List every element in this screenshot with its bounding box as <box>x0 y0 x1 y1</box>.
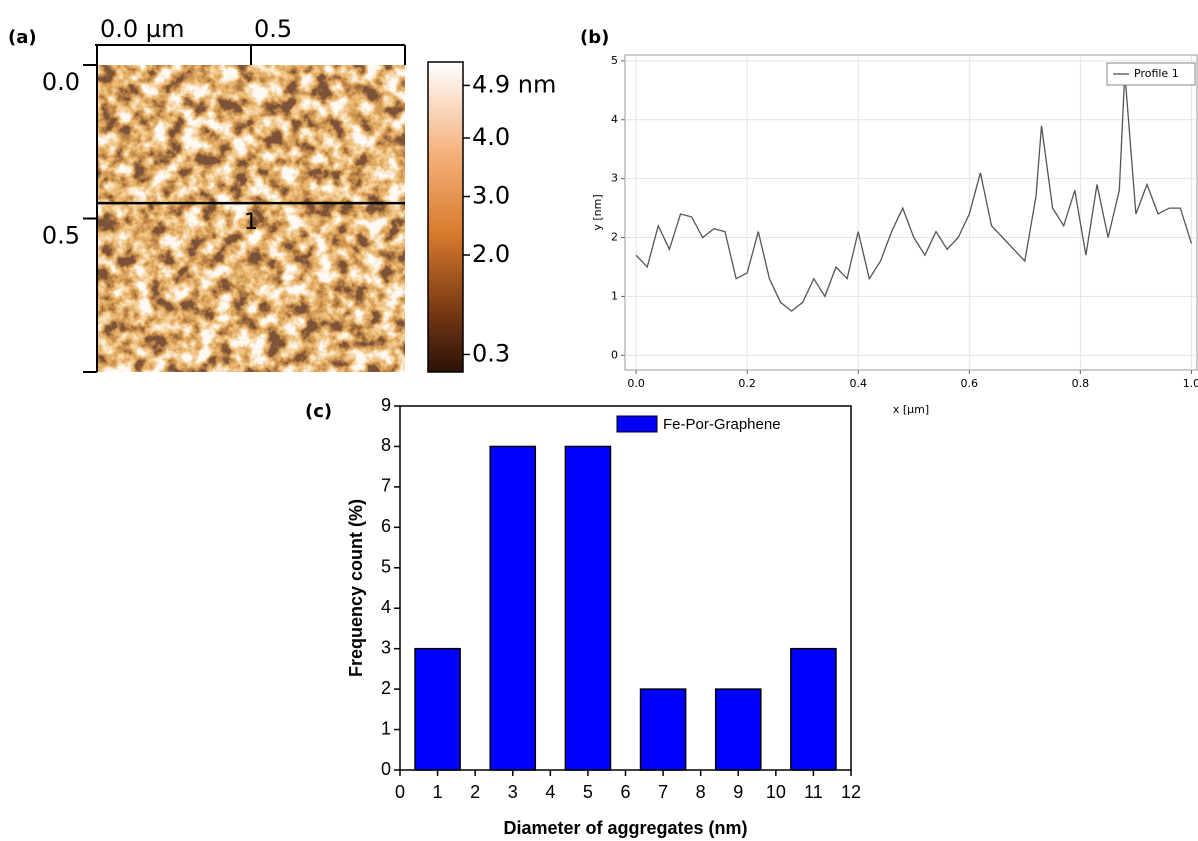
x-tick-label: 0.0 µm <box>100 15 184 43</box>
x-tick-label: 0.0 <box>627 377 645 390</box>
panel-label: (a) <box>8 27 37 48</box>
x-tick-label: 12 <box>841 782 861 802</box>
bar <box>414 647 461 771</box>
x-tick-label: 0.6 <box>961 377 979 390</box>
y-tick-label: 7 <box>381 476 391 496</box>
y-tick-label: 2 <box>611 231 618 244</box>
bar <box>790 647 837 771</box>
bar <box>489 445 537 771</box>
x-tick-label: 5 <box>583 782 593 802</box>
y-tick-label: 2 <box>381 678 391 698</box>
x-tick-label: 10 <box>766 782 786 802</box>
colorbar-tick-label: 3.0 <box>472 182 510 210</box>
y-tick-label: 5 <box>381 557 391 577</box>
colorbar-tick-label: 4.0 <box>472 123 510 151</box>
x-tick-label: 0.2 <box>738 377 756 390</box>
plot-frame <box>399 405 852 771</box>
x-tick-label: 1 <box>433 782 443 802</box>
x-tick-label: 0.5 <box>254 15 292 43</box>
colorbar-tick-label: 2.0 <box>472 240 510 268</box>
y-tick-label: 1 <box>611 289 618 302</box>
y-tick-label: 4 <box>611 113 618 126</box>
x-tick-label: 9 <box>733 782 743 802</box>
afm-image <box>97 65 405 372</box>
x-tick-label: 0.8 <box>1072 377 1090 390</box>
profile-label: 1 <box>244 210 258 235</box>
x-axis-label: Diameter of aggregates (nm) <box>503 818 747 838</box>
panel-label: (b) <box>580 27 609 48</box>
colorbar <box>427 61 464 373</box>
y-tick-label: 3 <box>611 172 618 185</box>
y-axis-label: Frequency count (%) <box>346 499 366 677</box>
y-tick-label: 3 <box>381 637 391 657</box>
legend-swatch <box>616 415 658 433</box>
y-tick-label: 1 <box>381 718 391 738</box>
x-tick-label: 11 <box>804 782 823 802</box>
x-tick-label: 1.0 <box>1183 377 1198 390</box>
y-tick-label: 5 <box>611 54 618 67</box>
legend-label: Profile 1 <box>1134 67 1179 80</box>
x-tick-label: 8 <box>696 782 706 802</box>
x-tick-label: 0.4 <box>849 377 867 390</box>
colorbar-tick-label: 0.3 <box>472 339 510 367</box>
bar <box>639 688 687 771</box>
y-tick-label: 0 <box>381 759 391 779</box>
y-tick-label: 0.5 <box>42 222 80 250</box>
y-tick-label: 0 <box>611 348 618 361</box>
x-tick-label: 4 <box>545 782 555 802</box>
bar <box>714 688 762 771</box>
y-tick-label: 0.0 <box>42 68 80 96</box>
profile-line <box>635 72 1193 312</box>
bar <box>564 445 612 771</box>
y-axis-label: y [nm] <box>591 194 604 230</box>
panel-label: (c) <box>305 401 332 422</box>
legend-label: Fe-Por-Graphene <box>663 416 781 433</box>
legend-box <box>1106 62 1196 86</box>
y-tick-label: 9 <box>381 395 391 415</box>
y-tick-label: 8 <box>381 435 391 455</box>
y-tick-label: 6 <box>381 516 391 536</box>
y-tick-label: 4 <box>381 597 391 617</box>
x-tick-label: 6 <box>620 782 630 802</box>
x-axis-label: x [µm] <box>893 403 929 416</box>
colorbar-tick-label: 4.9 nm <box>472 70 556 98</box>
x-tick-label: 2 <box>470 782 480 802</box>
plot-frame <box>624 54 1198 371</box>
x-tick-label: 0 <box>395 782 405 802</box>
x-tick-label: 3 <box>508 782 518 802</box>
x-tick-label: 7 <box>658 782 668 802</box>
